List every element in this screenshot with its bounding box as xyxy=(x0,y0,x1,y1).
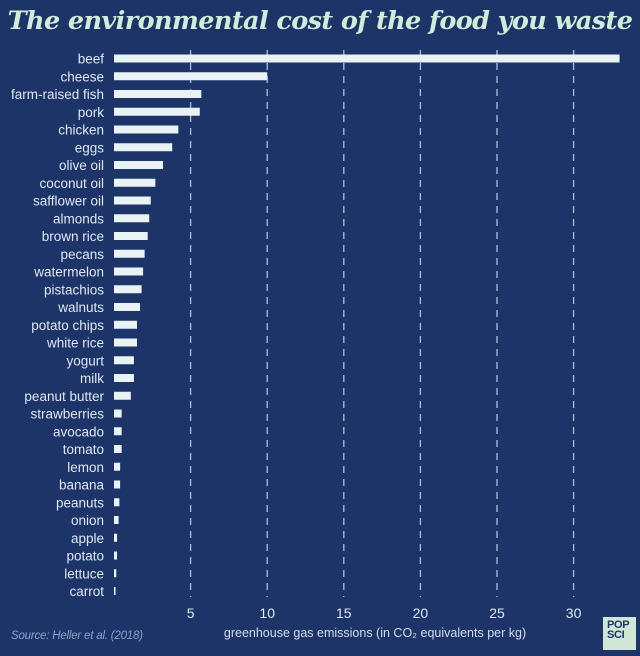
bar-tomato xyxy=(114,445,122,453)
bar-beef xyxy=(114,54,620,63)
category-label: pork xyxy=(78,105,105,120)
bar-potato-chips xyxy=(114,320,137,329)
category-label: carrot xyxy=(69,584,104,599)
x-tick-label: 25 xyxy=(489,605,505,621)
bar-lemon xyxy=(114,462,121,471)
category-label: potato xyxy=(66,549,104,564)
bar-coconut-oil xyxy=(114,178,156,187)
category-label: avocado xyxy=(53,424,104,439)
bar-chicken xyxy=(114,125,179,134)
category-label: brown rice xyxy=(42,229,104,244)
category-label: chicken xyxy=(58,123,104,138)
popsci-logo: POP SCI xyxy=(603,617,636,650)
logo-line-2: SCI xyxy=(607,629,625,641)
category-label: almonds xyxy=(53,211,104,226)
category-label: walnuts xyxy=(57,300,104,315)
category-label: peanuts xyxy=(56,495,104,510)
category-label: olive oil xyxy=(59,158,104,173)
category-label: milk xyxy=(80,371,104,386)
bar-watermelon xyxy=(114,267,144,276)
bar-avocado xyxy=(114,427,122,436)
bar-milk xyxy=(114,374,134,382)
category-label: banana xyxy=(59,478,105,493)
gridlines xyxy=(189,50,575,597)
bar-cheese xyxy=(114,72,268,81)
category-label: coconut oil xyxy=(39,176,104,191)
category-label: safflower oil xyxy=(33,194,104,209)
bar-safflower-oil xyxy=(114,196,151,205)
bar-potato xyxy=(114,551,118,560)
bar-peanuts xyxy=(114,498,120,507)
bar-olive-oil xyxy=(114,161,164,169)
category-label: onion xyxy=(71,513,104,528)
bar-white-rice xyxy=(114,338,137,347)
x-tick-label: 10 xyxy=(259,605,275,621)
category-label: yogurt xyxy=(66,353,104,368)
category-label: peanut butter xyxy=(24,389,104,404)
category-label: watermelon xyxy=(33,265,104,280)
source-note: Source: Heller et al. (2018) xyxy=(11,630,143,642)
bar-strawberries xyxy=(114,409,122,418)
bar-brown-rice xyxy=(114,232,148,240)
bar-banana xyxy=(114,480,121,489)
category-label: farm-raised fish xyxy=(11,87,104,102)
logo-line-1: POP xyxy=(607,619,630,631)
category-label: apple xyxy=(71,531,104,546)
chart-title: The environmental cost of the food you w… xyxy=(7,6,633,36)
x-axis-ticks: 5 10 15 20 25 30 xyxy=(187,605,582,621)
bars xyxy=(114,54,620,595)
bar-apple xyxy=(114,533,118,542)
bar-eggs xyxy=(114,143,173,152)
bar-lettuce xyxy=(114,569,117,578)
category-label: potato chips xyxy=(31,318,104,333)
bar-farm-raised-fish xyxy=(114,90,202,98)
bar-almonds xyxy=(114,214,150,223)
x-tick-label: 15 xyxy=(336,605,352,621)
bar-walnuts xyxy=(114,303,141,311)
category-label: beef xyxy=(78,52,105,67)
category-label: lettuce xyxy=(64,566,104,581)
category-label: pecans xyxy=(60,247,104,262)
x-tick-label: 30 xyxy=(566,605,582,621)
category-label: pistachios xyxy=(44,282,104,297)
bar-onion xyxy=(114,516,119,524)
category-label: strawberries xyxy=(30,407,104,422)
category-label: eggs xyxy=(75,140,105,155)
x-tick-label: 20 xyxy=(413,605,429,621)
bar-pork xyxy=(114,107,200,116)
category-label: white rice xyxy=(46,336,104,351)
category-label: cheese xyxy=(60,69,104,84)
bar-peanut-butter xyxy=(114,391,131,400)
x-tick-label: 5 xyxy=(187,605,195,621)
bar-yogurt xyxy=(114,356,134,365)
category-label: lemon xyxy=(67,460,104,475)
category-labels: beef cheese farm-raised fish pork chicken egg… xyxy=(11,52,105,600)
bar-carrot xyxy=(114,587,116,595)
category-label: tomato xyxy=(63,442,104,457)
bar-pistachios xyxy=(114,285,142,294)
x-axis-label: greenhouse gas emissions (in CO₂ equival… xyxy=(223,626,527,640)
bar-pecans xyxy=(114,249,145,258)
